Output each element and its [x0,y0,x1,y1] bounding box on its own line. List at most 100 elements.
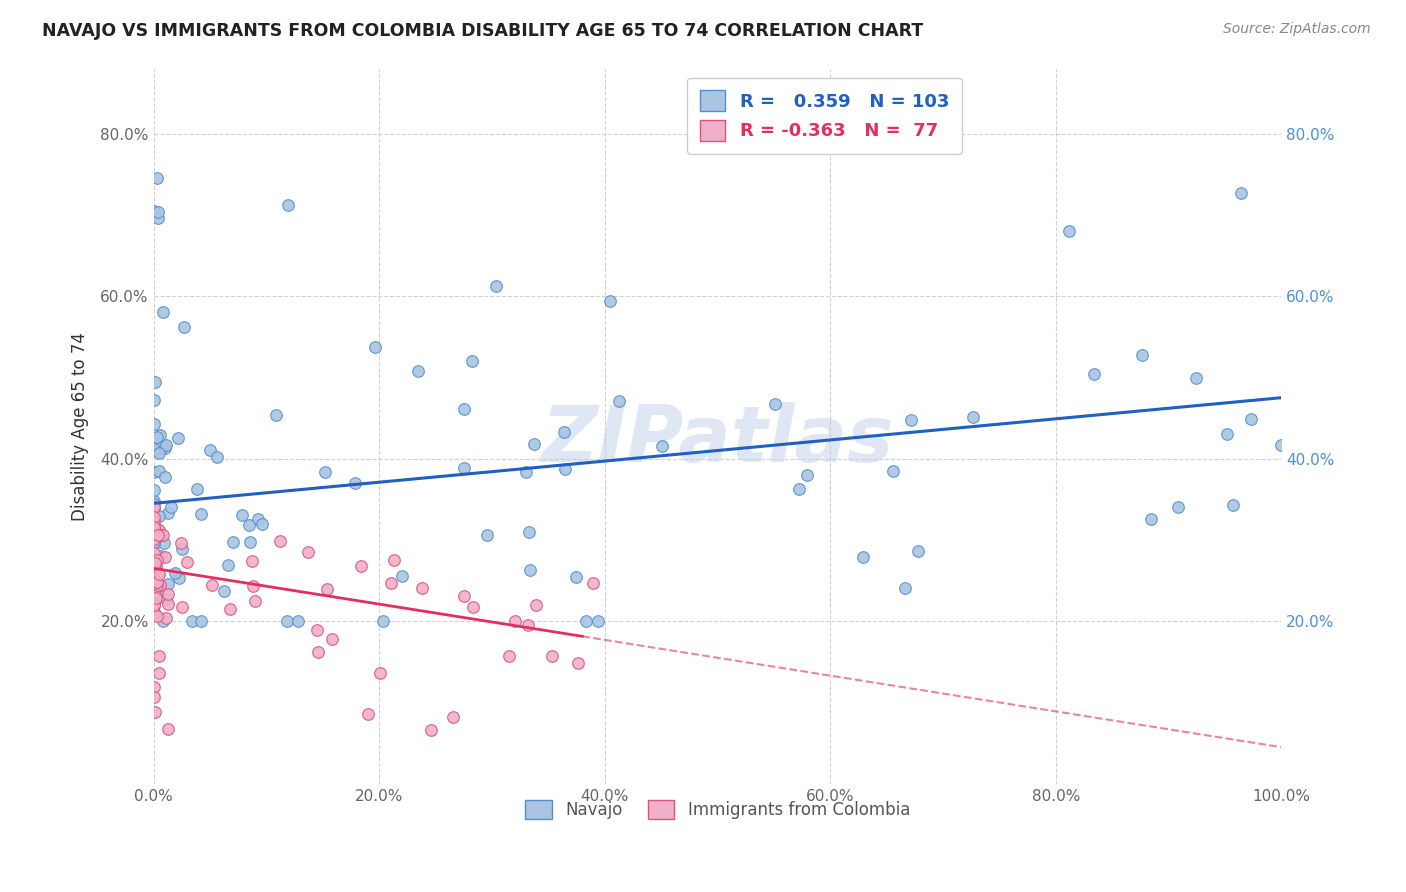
Point [142,573,165,587]
Point [264,408,287,422]
Point [1167,500,1189,514]
Point [1185,371,1208,385]
Point [503,614,526,628]
Point [240,553,263,567]
Point [160,500,183,514]
Point [150,440,173,454]
Point [148,464,170,478]
Point [900,413,922,427]
Point [146,430,169,444]
Point [485,279,508,293]
Point [307,645,329,659]
Point [165,566,187,580]
Point [145,609,167,624]
Point [441,710,464,724]
Point [145,523,167,537]
Point [219,602,242,616]
Point [148,566,170,581]
Point [316,582,339,596]
Point [588,614,610,628]
Point [231,508,253,522]
Point [143,375,166,389]
Point [380,575,402,590]
Point [142,598,165,612]
Point [172,600,194,615]
Point [789,482,811,496]
Point [142,500,165,515]
Point [516,617,538,632]
Point [142,483,165,498]
Point [242,579,264,593]
Point [373,614,395,628]
Point [166,431,188,445]
Point [157,586,180,600]
Point [146,553,169,567]
Point [1240,412,1263,426]
Point [453,590,475,604]
Point [252,517,274,532]
Point [155,441,177,455]
Point [212,584,235,599]
Point [554,462,576,476]
Point [153,536,176,550]
Point [314,466,336,480]
Point [143,532,166,546]
Point [246,511,269,525]
Point [143,680,166,694]
Point [148,666,170,681]
Point [142,585,165,599]
Text: ZIPatlas: ZIPatlas [541,402,894,478]
Point [155,438,177,452]
Point [156,506,179,520]
Point [156,597,179,611]
Point [142,494,165,508]
Text: Source: ZipAtlas.com: Source: ZipAtlas.com [1223,22,1371,37]
Point [186,482,208,496]
Point [143,393,166,408]
Point [540,648,562,663]
Point [321,632,343,646]
Point [155,549,177,564]
Point [243,594,266,608]
Point [343,476,366,491]
Point [142,573,165,587]
Point [575,614,598,628]
Point [143,417,166,431]
Point [1229,186,1251,200]
Point [599,293,621,308]
Point [145,522,167,536]
Point [143,575,166,590]
Point [564,570,586,584]
Point [651,439,673,453]
Point [155,470,177,484]
Point [142,204,165,219]
Point [145,558,167,573]
Point [146,444,169,458]
Point [143,520,166,534]
Point [155,610,177,624]
Point [142,442,165,456]
Point [157,577,180,591]
Point [276,614,298,628]
Point [148,509,170,524]
Point [1059,223,1081,237]
Point [152,304,174,318]
Point [461,353,484,368]
Point [146,575,169,590]
Point [553,425,575,440]
Point [142,497,165,511]
Point [239,535,262,549]
Point [143,535,166,549]
Legend: Navajo, Immigrants from Colombia: Navajo, Immigrants from Colombia [519,793,917,825]
Point [517,525,540,540]
Point [307,623,329,637]
Point [142,514,165,528]
Point [364,340,387,354]
Point [463,599,485,614]
Point [143,605,166,619]
Point [149,427,172,442]
Point [149,578,172,592]
Point [146,567,169,582]
Point [156,723,179,737]
Point [477,528,499,542]
